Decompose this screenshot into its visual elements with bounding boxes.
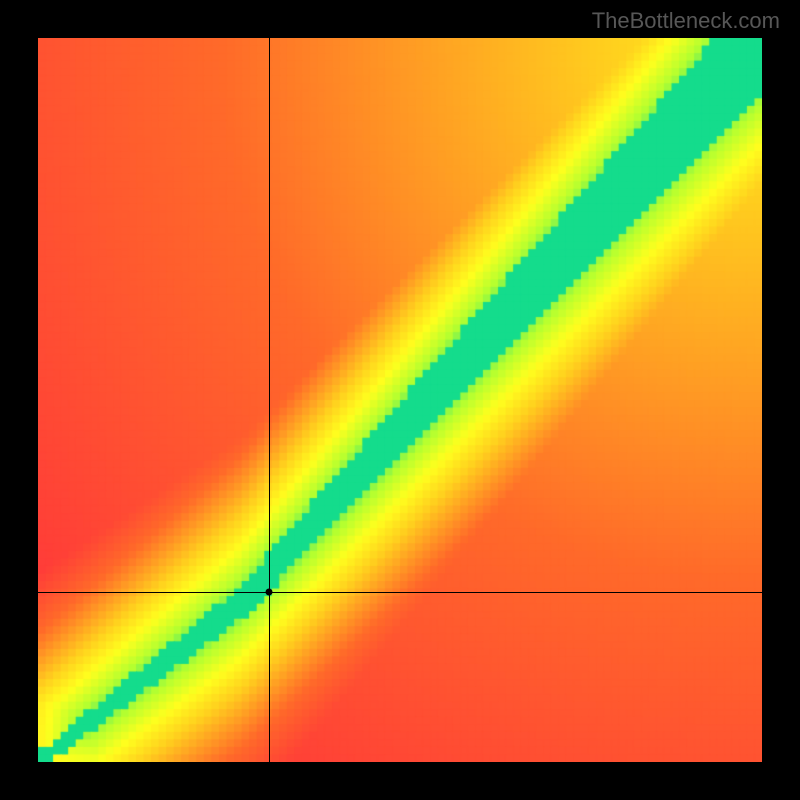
crosshair-horizontal [38,592,762,593]
heatmap-canvas [38,38,762,762]
bottleneck-heatmap [38,38,762,762]
marker-point [265,588,272,595]
watermark-text: TheBottleneck.com [592,8,780,34]
crosshair-vertical [269,38,270,762]
